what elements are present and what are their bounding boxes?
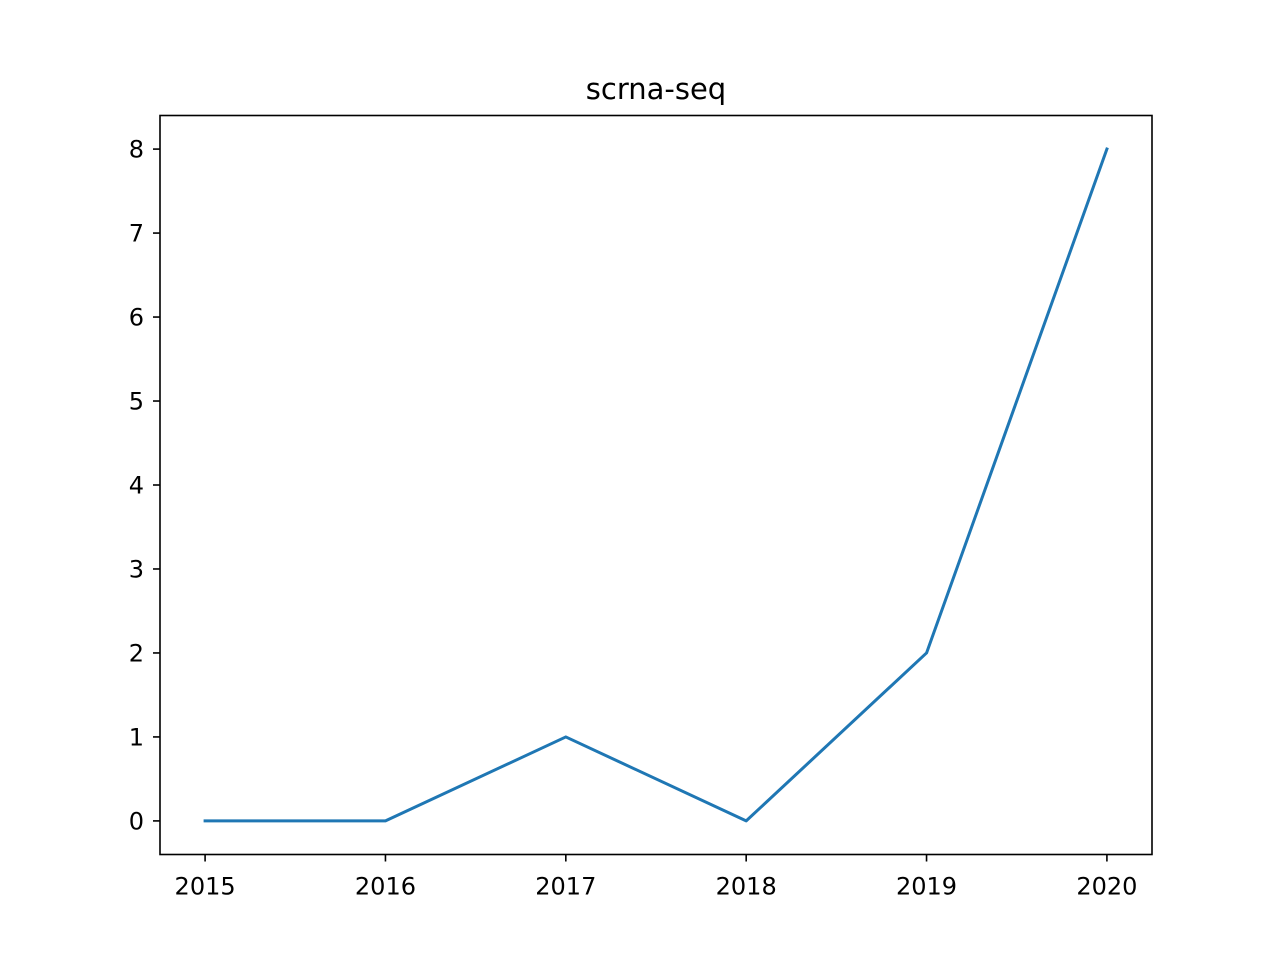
y-tick-label: 3 xyxy=(129,555,144,583)
x-tick-label: 2015 xyxy=(175,873,236,901)
y-tick-label: 1 xyxy=(129,723,144,751)
plot-frame xyxy=(159,114,1153,856)
y-tick-label: 6 xyxy=(129,304,144,332)
x-tick-label: 2018 xyxy=(716,873,777,901)
y-tick-label: 5 xyxy=(129,388,144,416)
y-axis: 0 1 2 3 4 5 6 7 8 xyxy=(129,136,160,835)
y-tick-label: 0 xyxy=(129,807,144,835)
y-tick-label: 2 xyxy=(129,639,144,667)
x-tick-label: 2020 xyxy=(1076,873,1137,901)
x-axis: 2015 2016 2017 2018 2019 2020 xyxy=(175,854,1137,901)
y-tick-label: 7 xyxy=(129,220,144,248)
chart-title: scrna-seq xyxy=(586,72,726,106)
x-tick-label: 2019 xyxy=(896,873,957,901)
y-tick-label: 4 xyxy=(129,472,144,500)
y-tick-label: 8 xyxy=(129,136,144,164)
x-tick-label: 2017 xyxy=(535,873,596,901)
plot-series xyxy=(203,147,1109,823)
series-line xyxy=(203,147,1109,823)
x-tick-label: 2016 xyxy=(355,873,416,901)
